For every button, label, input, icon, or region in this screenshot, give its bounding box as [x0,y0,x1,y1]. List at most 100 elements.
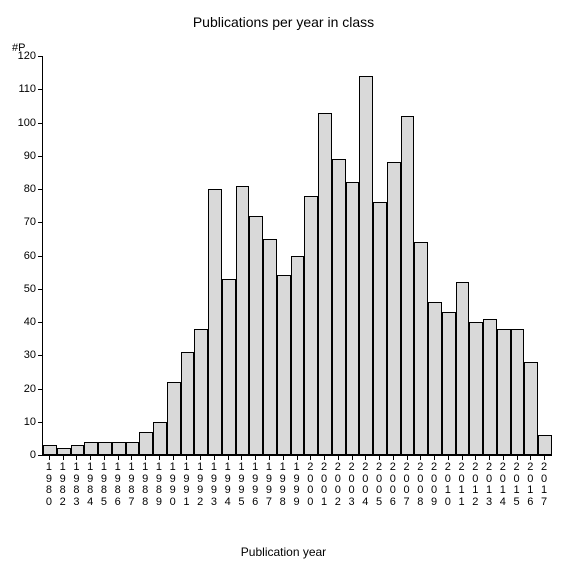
x-tick-label: 1 9 9 9 [293,462,301,508]
bar [208,189,222,455]
plot-area [42,56,552,456]
x-tick-label: 1 9 8 9 [155,462,163,508]
x-tick-label: 1 9 9 8 [279,462,287,508]
x-tick-label: 2 0 0 5 [375,462,383,508]
bar [71,445,85,455]
x-tick-label: 2 0 0 7 [403,462,411,508]
x-tick-label: 2 0 1 7 [540,462,548,508]
bar [304,196,318,455]
x-tick-mark [365,456,366,460]
bar [222,279,236,455]
bar [126,442,140,455]
x-tick-mark [283,456,284,460]
y-tick-label: 90 [24,150,36,162]
x-tick-mark [118,456,119,460]
x-tick-mark [104,456,105,460]
x-tick-label: 2 0 0 0 [306,462,314,508]
x-tick-mark [434,456,435,460]
bar [442,312,456,455]
x-tick-label: 1 9 8 7 [127,462,135,508]
x-tick-mark [338,456,339,460]
x-tick-mark [228,456,229,460]
x-tick-label: 1 9 8 5 [100,462,108,508]
y-tick-label: 100 [18,117,36,129]
chart-title: Publications per year in class [0,14,567,30]
x-tick-mark [159,456,160,460]
x-tick-label: 1 9 9 1 [182,462,190,508]
y-tick-label: 50 [24,283,36,295]
x-tick-label: 2 0 0 3 [348,462,356,508]
bar [236,186,250,455]
x-tick-label: 2 0 1 5 [513,462,521,508]
y-tick-label: 20 [24,383,36,395]
x-tick-label: 2 0 1 0 [444,462,452,508]
x-tick-mark [200,456,201,460]
bar [57,448,71,455]
bar [524,362,538,455]
bar [346,182,360,455]
x-tick-mark [352,456,353,460]
x-tick-mark [131,456,132,460]
bar [153,422,167,455]
bar [181,352,195,455]
bar [277,275,291,455]
bar [84,442,98,455]
x-tick-mark [76,456,77,460]
x-tick-label: 2 0 0 1 [320,462,328,508]
x-tick-mark [145,456,146,460]
y-tick-label: 30 [24,349,36,361]
bar [538,435,552,455]
bar [428,302,442,455]
x-tick-mark [90,456,91,460]
bar [98,442,112,455]
y-axis-ticks: 0102030405060708090100110120 [0,56,42,456]
x-tick-mark [214,456,215,460]
x-tick-mark [448,456,449,460]
x-tick-label: 2 0 1 1 [458,462,466,508]
x-tick-label: 1 9 8 2 [59,462,67,508]
x-tick-mark [517,456,518,460]
bar [456,282,470,455]
bar [194,329,208,455]
bar [43,445,57,455]
chart-container: Publications per year in class #P 010203… [0,0,567,567]
bar [497,329,511,455]
bar [167,382,181,455]
x-tick-mark [324,456,325,460]
x-tick-label: 2 0 1 3 [485,462,493,508]
x-tick-mark [544,456,545,460]
x-tick-label: 1 9 8 8 [141,462,149,508]
bar [359,76,373,455]
bar [511,329,525,455]
bar [401,116,415,455]
bar [332,159,346,455]
x-tick-mark [297,456,298,460]
y-tick-label: 40 [24,316,36,328]
x-tick-label: 2 0 1 4 [499,462,507,508]
x-tick-mark [269,456,270,460]
x-tick-mark [241,456,242,460]
x-tick-label: 2 0 0 9 [430,462,438,508]
y-tick-label: 70 [24,216,36,228]
x-axis-ticks: 1 9 8 01 9 8 21 9 8 31 9 8 41 9 8 51 9 8… [42,456,552,536]
x-tick-label: 2 0 1 2 [471,462,479,508]
y-tick-label: 120 [18,50,36,62]
x-tick-label: 1 9 9 3 [210,462,218,508]
x-tick-label: 1 9 9 2 [196,462,204,508]
bar [249,216,263,455]
x-tick-label: 1 9 9 4 [224,462,232,508]
bar [483,319,497,455]
x-tick-mark [489,456,490,460]
x-tick-label: 1 9 9 6 [251,462,259,508]
bar [112,442,126,455]
bar [318,113,332,455]
x-tick-mark [63,456,64,460]
y-tick-label: 110 [18,83,36,95]
x-tick-label: 2 0 0 4 [361,462,369,508]
x-axis-title: Publication year [0,545,567,559]
y-tick-label: 60 [24,250,36,262]
x-tick-mark [420,456,421,460]
x-tick-mark [530,456,531,460]
y-tick-label: 10 [24,416,36,428]
x-tick-label: 1 9 9 5 [237,462,245,508]
